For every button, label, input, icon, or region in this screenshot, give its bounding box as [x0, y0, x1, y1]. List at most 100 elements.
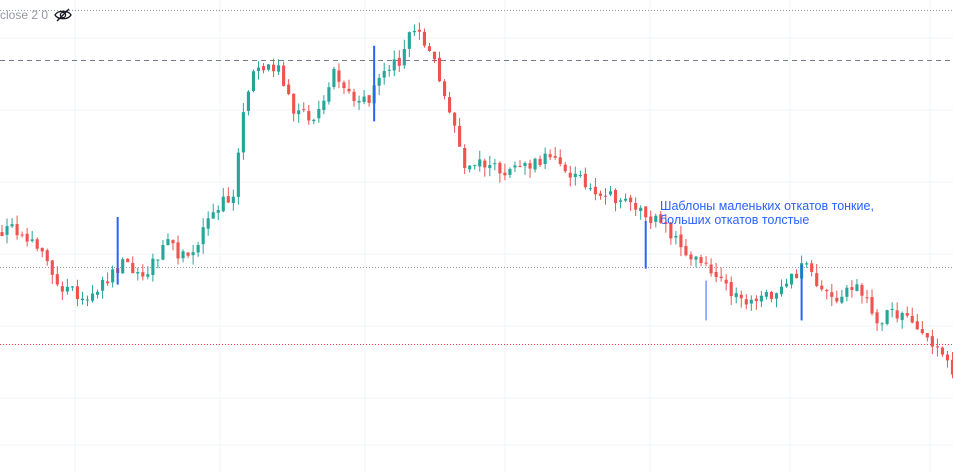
- candle-body-down: [367, 95, 371, 103]
- candle-body-down: [598, 193, 603, 196]
- candle-body-down: [593, 186, 597, 195]
- candle-body-down: [629, 197, 633, 203]
- candle-body-down: [820, 285, 824, 290]
- candle-body-up: [332, 68, 336, 87]
- candle-body-down: [895, 310, 899, 319]
- candle-body-up: [845, 287, 849, 297]
- candle-body-up: [578, 175, 582, 177]
- candle-body-up: [156, 259, 160, 261]
- candle-body-down: [810, 263, 814, 273]
- candle-body-up: [749, 299, 753, 304]
- candle-body-down: [684, 246, 688, 256]
- candle-body-down: [538, 158, 542, 165]
- chart-annotation[interactable]: Шаблоны маленьких откатов тонкие, больши…: [660, 199, 874, 227]
- candle-body-down: [925, 333, 929, 338]
- candle-body-down: [664, 222, 668, 224]
- candle-body-up: [855, 284, 859, 292]
- candle-body-up: [206, 218, 210, 229]
- candle-body-down: [729, 281, 733, 297]
- candle-body-up: [10, 224, 14, 227]
- candle-body-down: [302, 109, 306, 111]
- candle-body-down: [613, 190, 618, 204]
- candle-body-up: [236, 152, 240, 197]
- candle-body-up: [488, 165, 492, 169]
- horizontal-levels: [0, 10, 953, 345]
- candle-body-down: [498, 162, 502, 174]
- candle-body-down: [865, 297, 869, 299]
- candle-body-up: [297, 110, 301, 115]
- candle-body-up: [136, 272, 140, 274]
- candle-body-down: [583, 173, 587, 188]
- candle-body-down: [20, 234, 24, 236]
- candle-body-up: [890, 309, 894, 311]
- candle-body-down: [719, 276, 723, 279]
- candle-body-up: [377, 77, 381, 86]
- candle-body-down: [815, 273, 819, 286]
- candle-body-down: [518, 166, 522, 168]
- candle-body-down: [427, 46, 432, 52]
- eye-off-icon[interactable]: [54, 8, 72, 22]
- candle-body-down: [940, 347, 944, 355]
- candle-body-down: [739, 294, 743, 299]
- candle-body-down: [603, 195, 608, 197]
- candle-body-down: [950, 359, 953, 375]
- candle-body-up: [774, 293, 779, 299]
- candle-body-down: [171, 240, 175, 244]
- candle-body-down: [699, 257, 703, 264]
- candle-body-up: [241, 112, 245, 153]
- candle-body-down: [563, 164, 567, 172]
- pattern-markers: [116, 45, 803, 321]
- candle-body-down: [503, 172, 507, 176]
- candle-body-up: [407, 32, 411, 49]
- candle-body-up: [468, 165, 472, 170]
- candle-body-up: [95, 291, 100, 295]
- candle-body-down: [126, 258, 130, 263]
- candle-body-down: [945, 354, 950, 361]
- candle-body-up: [734, 293, 738, 298]
- candle-body-down: [463, 148, 467, 168]
- candle-body-up: [216, 210, 220, 213]
- candle-body-down: [935, 346, 939, 348]
- candle-body-up: [543, 153, 547, 164]
- candle-body-up: [513, 165, 517, 168]
- candle-body-down: [548, 154, 552, 158]
- candle-body-down: [0, 232, 4, 237]
- candle-body-down: [458, 125, 462, 147]
- candle-body-down: [337, 70, 341, 82]
- candle-body-up: [201, 227, 205, 245]
- candle-body-down: [644, 206, 648, 218]
- candle-body-up: [121, 259, 125, 274]
- candle-body-up: [246, 91, 250, 111]
- candle-body-down: [106, 281, 110, 284]
- candle-body-down: [25, 233, 29, 242]
- candle-body-down: [860, 284, 864, 296]
- candle-body-down: [724, 279, 728, 284]
- candle-body-down: [272, 64, 276, 72]
- candle-body-down: [347, 88, 351, 92]
- candle-body-up: [327, 87, 331, 102]
- candle-body-down: [769, 292, 773, 299]
- candle-body-down: [915, 321, 919, 330]
- candle-body-down: [352, 91, 356, 101]
- candle-body-down: [131, 262, 135, 274]
- candle-body-up: [608, 191, 613, 195]
- candle-body-up: [674, 235, 678, 238]
- candle-body-down: [558, 157, 562, 164]
- candle-body-down: [282, 65, 286, 86]
- candle-body-up: [30, 239, 34, 241]
- candle-body-down: [568, 172, 572, 178]
- candle-body-up: [256, 67, 261, 72]
- candle-body-up: [387, 69, 391, 71]
- candle-body-up: [277, 65, 281, 72]
- candle-body-down: [226, 196, 230, 203]
- candle-body-down: [453, 112, 457, 126]
- candle-body-up: [639, 207, 643, 211]
- candle-body-down: [825, 289, 829, 292]
- candle-body-down: [679, 234, 683, 248]
- candle-body-up: [317, 108, 321, 119]
- candle-body-up: [779, 286, 784, 295]
- candle-body-up: [759, 295, 763, 302]
